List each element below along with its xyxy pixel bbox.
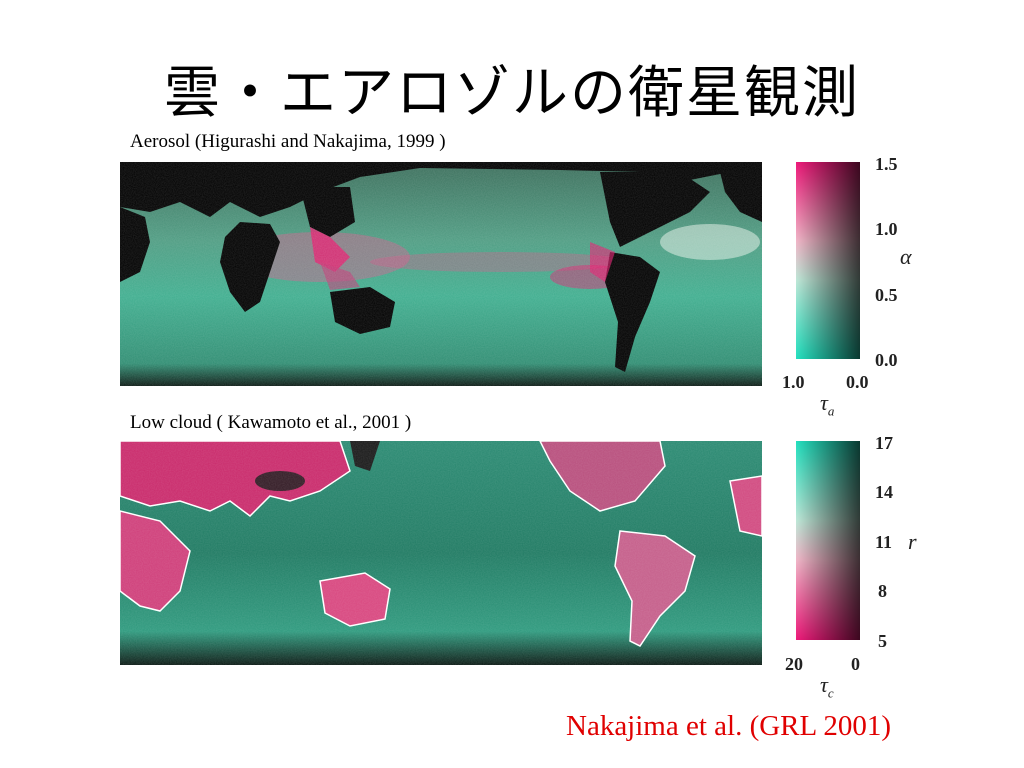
aerosol-map [120,162,762,386]
aerosol-map-image [120,162,762,386]
cloud-x-symbol: τc [820,672,834,701]
cloud-caption: Low cloud ( Kawamoto et al., 2001 ) [130,412,412,433]
citation: Nakajima et al. (GRL 2001) [566,710,892,742]
aerosol-x-symbol: τa [820,390,835,419]
cloud-y-tick-3: 11 [875,532,893,552]
cloud-colorbar-gradient [796,441,860,640]
aerosol-y-tick-2: 1.0 [875,219,898,239]
aerosol-y-symbol: α [900,244,912,269]
aerosol-x-tick-1: 1.0 [782,372,805,392]
cloud-y-tick-5: 5 [878,631,887,651]
cloud-map [120,441,762,665]
cloud-y-symbol: r [908,529,917,554]
cloud-colorbar [796,441,860,640]
aerosol-y-tick-1: 1.5 [875,154,898,174]
aerosol-colorbar [796,162,860,359]
aerosol-y-tick-3: 0.5 [875,285,898,305]
cloud-y-tick-1: 17 [875,433,893,453]
aerosol-caption: Aerosol (Higurashi and Nakajima, 1999 ) [130,131,446,152]
aerosol-y-tick-4: 0.0 [875,350,898,370]
cloud-map-image [120,441,762,665]
cloud-y-tick-2: 14 [875,482,893,502]
slide-title: 雲・エアロゾルの衛星観測 [164,61,860,126]
aerosol-x-tick-2: 0.0 [846,372,869,392]
cloud-y-tick-4: 8 [878,581,887,601]
cloud-x-tick-2: 0 [851,654,860,674]
cloud-x-tick-1: 20 [785,654,803,674]
aerosol-colorbar-gradient [796,162,860,359]
